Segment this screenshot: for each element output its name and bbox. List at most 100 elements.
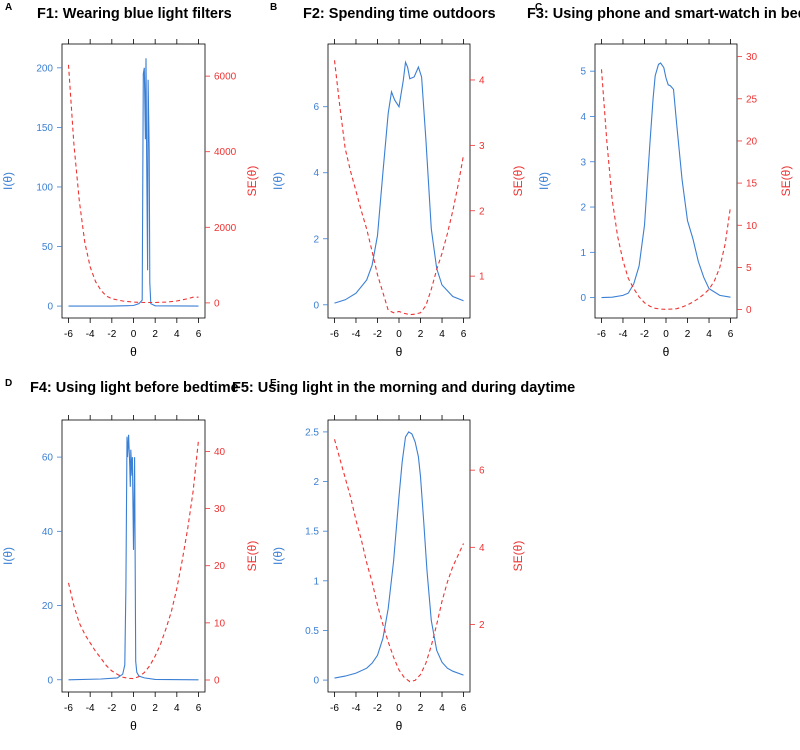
x-tick-label: 6 [461,329,467,340]
y-right-tick-label: 6 [479,466,485,477]
x-tick-label: -4 [619,329,628,340]
panel-letter: B [270,2,277,13]
y-left-tick-label: 2 [313,234,319,245]
y-left-tick-label: 2 [580,203,586,214]
panel-title: F5: Using light in the morning and durin… [232,380,575,396]
y-left-tick-label: 200 [36,63,53,74]
x-tick-label: -2 [373,329,382,340]
panel-title: F1: Wearing blue light filters [37,6,232,22]
chart-panel-e: EF5: Using light in the morning and duri… [232,378,575,733]
y-right-tick-label: 15 [746,179,758,190]
y-right-tick-label: 6000 [214,72,237,83]
x-tick-label: 4 [439,329,445,340]
y-right-tick-label: 30 [746,52,758,63]
y-right-tick-label: 20 [214,561,226,572]
y-right-tick-label: 5 [746,263,752,274]
y-right-tick-label: 10 [746,221,758,232]
y-left-axis-label: I(θ) [1,547,15,565]
x-tick-label: 6 [461,703,467,714]
chart-panel-c: CF3: Using phone and smart-watch in bed -… [527,2,800,359]
x-tick-label: -2 [107,703,116,714]
y-left-tick-label: 2 [313,477,319,488]
x-tick-label: 2 [418,703,424,714]
x-tick-label: -6 [330,329,339,340]
x-tick-label: 6 [728,329,734,340]
y-left-tick-label: 1.5 [305,527,319,538]
y-left-tick-label: 20 [42,601,54,612]
x-tick-label: 4 [174,329,180,340]
information-curve [601,62,731,299]
y-left-tick-label: 0 [313,676,319,687]
plot-frame [61,43,206,319]
panel-title: F3: Using phone and smart-watch in bed [527,6,800,22]
y-left-tick-label: 40 [42,527,54,538]
y-left-tick-label: 3 [580,157,586,168]
standard-error-curve [67,439,200,680]
panel-title: F4: Using light before bedtime [30,380,239,396]
information-curve [334,431,464,679]
panel-letter: A [5,2,12,13]
y-right-tick-label: 0 [746,305,752,316]
panel-letter: E [270,378,277,389]
y-right-tick-label: 2 [479,206,485,217]
x-tick-label: 0 [131,329,137,340]
y-right-tick-label: 2000 [214,223,237,234]
x-axis-label: θ [130,345,137,359]
y-right-tick-label: 4000 [214,147,237,158]
y-left-axis-label: I(θ) [271,172,285,190]
panel-title: F2: Spending time outdoors [303,6,496,22]
y-right-axis-label: SE(θ) [245,166,259,197]
y-right-tick-label: 25 [746,94,758,105]
y-left-tick-label: 50 [42,242,54,253]
x-tick-label: 4 [174,703,180,714]
y-right-tick-label: 0 [214,298,220,309]
y-right-tick-label: 4 [479,543,485,554]
y-right-axis-label: SE(θ) [511,541,525,572]
y-right-tick-label: 2 [479,620,485,631]
y-left-tick-label: 5 [580,67,586,78]
y-left-tick-label: 0 [580,293,586,304]
y-left-tick-label: 2.5 [305,427,319,438]
x-tick-label: -6 [597,329,606,340]
x-tick-label: -4 [86,329,95,340]
y-left-tick-label: 0 [313,300,319,311]
y-right-tick-label: 4 [479,75,485,86]
y-left-tick-label: 4 [313,168,319,179]
chart-panel-a: A F1: Wearing blue light filters -6 -4 -2 0 2 4… [1,2,259,359]
plot-frame [594,43,738,319]
x-tick-label: -6 [64,329,73,340]
panel-letter: C [535,2,542,13]
standard-error-curve [67,64,199,304]
y-right-tick-label: 1 [479,272,485,283]
panel-letter: D [5,378,12,389]
y-left-tick-label: 150 [36,123,53,134]
x-axis-label: θ [396,345,403,359]
y-right-axis-label: SE(θ) [245,541,259,572]
x-tick-label: 4 [706,329,712,340]
y-left-tick-label: 0.5 [305,626,319,637]
plot-frame [327,419,471,693]
x-tick-label: -2 [107,329,116,340]
x-tick-label: 2 [685,329,691,340]
y-left-tick-label: 4 [580,112,586,123]
x-tick-label: 0 [396,703,402,714]
y-right-tick-label: 30 [214,504,226,515]
y-left-tick-label: 1 [313,576,319,587]
x-tick-label: -4 [86,703,95,714]
x-axis-label: θ [663,345,670,359]
chart-panel-d: D F4: Using light before bedtime -6 -4 -2 0 2 4… [1,378,259,733]
information-curve [68,434,199,681]
y-left-tick-label: 6 [313,102,319,113]
information-curve [68,58,199,307]
x-axis-label: θ [396,719,403,733]
x-tick-label: 0 [396,329,402,340]
plot-frame [61,419,206,693]
y-left-tick-label: 1 [580,248,586,259]
y-left-axis-label: I(θ) [271,547,285,565]
x-tick-label: 4 [439,703,445,714]
y-right-tick-label: 0 [214,676,220,687]
x-tick-label: 0 [131,703,137,714]
x-tick-label: 6 [196,703,202,714]
standard-error-curve [333,439,464,683]
